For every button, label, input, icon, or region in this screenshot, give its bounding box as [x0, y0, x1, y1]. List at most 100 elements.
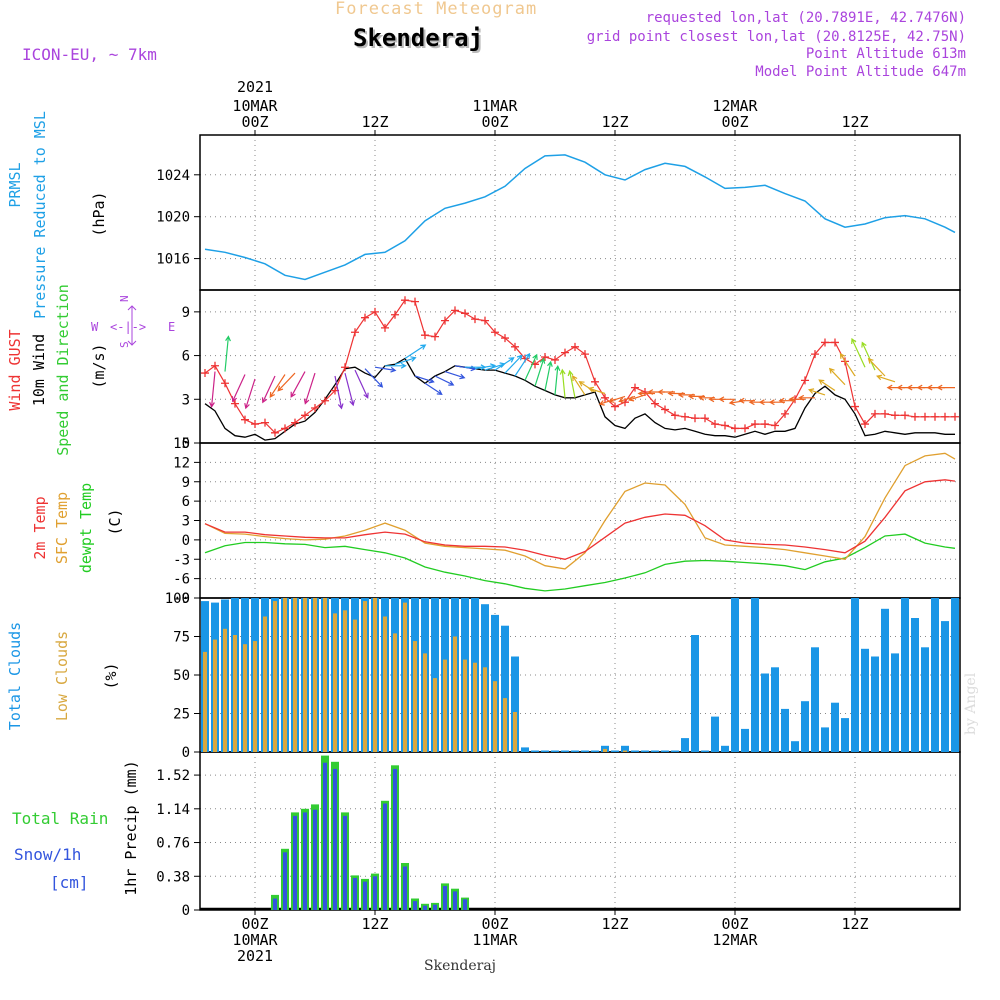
compass-ew-arrow: <-|->	[110, 320, 146, 334]
wind-arrow	[867, 357, 886, 377]
gust-marker	[781, 409, 789, 418]
gust-marker	[561, 348, 569, 357]
wind-arrow	[404, 344, 427, 360]
gust-marker	[741, 424, 749, 433]
gust-marker	[881, 409, 889, 418]
compass-e: E	[168, 320, 175, 334]
gust-marker	[861, 420, 869, 429]
total-cloud-bar	[431, 598, 439, 752]
time-label-bottom: 00Z	[721, 915, 748, 933]
legend-total-rain: Total Rain	[12, 809, 108, 828]
low-cloud-bar	[303, 598, 307, 752]
low-cloud-bar	[503, 698, 507, 752]
ytick-label: -6	[173, 572, 190, 588]
total-cloud-bar	[841, 718, 849, 752]
gust-marker	[351, 328, 359, 337]
wind-arrow	[394, 356, 417, 365]
time-label-top: 12Z	[841, 113, 868, 131]
gust-marker	[411, 297, 419, 306]
wind-arrow	[798, 394, 815, 401]
ytick-label: 75	[173, 630, 190, 646]
gust-marker	[661, 405, 669, 414]
gust-marker	[251, 420, 259, 429]
gust-marker	[721, 421, 729, 430]
time-label-top: 10MAR	[232, 97, 278, 115]
low-cloud-bar	[263, 616, 267, 752]
low-cloud-bar	[213, 639, 217, 752]
wind-arrow	[434, 375, 455, 386]
low-cloud-bar	[353, 619, 357, 752]
low-cloud-bar	[343, 610, 347, 752]
ytick-label: -3	[173, 552, 190, 568]
wind-arrow	[303, 372, 316, 405]
wind-arrow	[374, 366, 397, 373]
snow-bar	[413, 901, 417, 910]
gust-marker	[211, 361, 219, 370]
ytick-label: 3	[182, 514, 190, 530]
gust-marker	[731, 424, 739, 433]
gust-marker	[681, 412, 689, 421]
gust-marker	[671, 411, 679, 420]
low-cloud-bar	[463, 659, 467, 752]
low-cloud-bar	[273, 601, 277, 752]
low-cloud-bar	[603, 748, 607, 752]
ytick-label: 6	[182, 494, 190, 510]
time-label-top: 12Z	[361, 113, 388, 131]
total-cloud-bar	[731, 598, 739, 752]
wind-arrow	[514, 352, 531, 377]
total-cloud-bar	[631, 750, 639, 752]
total-cloud-bar	[671, 750, 679, 752]
wind-arrow	[269, 374, 286, 398]
snow-bar	[393, 768, 397, 910]
total-cloud-bar	[721, 745, 729, 752]
low-cloud-bar	[383, 616, 387, 752]
low-cloud-bar	[623, 750, 627, 752]
wind-arrow	[808, 388, 826, 396]
total-cloud-bar	[691, 635, 699, 752]
total-cloud-bar	[611, 750, 619, 752]
gust-marker	[341, 363, 349, 372]
time-label-top: 11MAR	[472, 97, 518, 115]
total-cloud-bar	[901, 598, 909, 752]
total-cloud-bar	[911, 618, 919, 752]
ytick-label: 9	[182, 475, 190, 491]
snow-bar	[403, 866, 407, 910]
ytick-label: 50	[173, 668, 190, 684]
low-cloud-bar	[223, 628, 227, 752]
dewpt-line	[204, 533, 956, 592]
gust-marker	[871, 409, 879, 418]
compass-n: N	[118, 295, 131, 302]
total-cloud-bar	[701, 750, 709, 752]
ytick-label: -9	[173, 591, 190, 607]
gust-marker	[941, 412, 949, 421]
snow-bar	[303, 812, 307, 910]
time-label-bottom: 12Z	[601, 915, 628, 933]
low-cloud-bar	[313, 598, 317, 752]
total-cloud-bar	[661, 750, 669, 752]
ytick-label: 1024	[156, 168, 190, 184]
location-title: Skenderaj	[353, 24, 484, 52]
pressure-units: (hPa)	[90, 191, 108, 236]
low-cloud-bar	[323, 598, 327, 752]
gust-marker	[321, 396, 329, 405]
low-cloud-bar	[483, 667, 487, 752]
low-cloud-bar	[423, 653, 427, 752]
axis-year-top: 2021	[237, 78, 273, 96]
gust-marker	[501, 334, 509, 343]
total-cloud-bar	[581, 750, 589, 752]
snow-bar	[373, 876, 377, 910]
wind-arrow	[444, 371, 466, 380]
wind-arrow	[534, 357, 546, 387]
gust-marker	[801, 376, 809, 385]
gust-marker	[241, 415, 249, 424]
total-cloud-bar	[621, 745, 629, 752]
total-cloud-bar	[791, 741, 799, 752]
gust-marker	[821, 338, 829, 347]
gust-label: Wind GUST	[6, 329, 24, 410]
ytick-label: 25	[173, 707, 190, 723]
gust-marker	[391, 310, 399, 319]
time-label-bottom: 12Z	[841, 915, 868, 933]
wind-arrow	[244, 378, 256, 410]
